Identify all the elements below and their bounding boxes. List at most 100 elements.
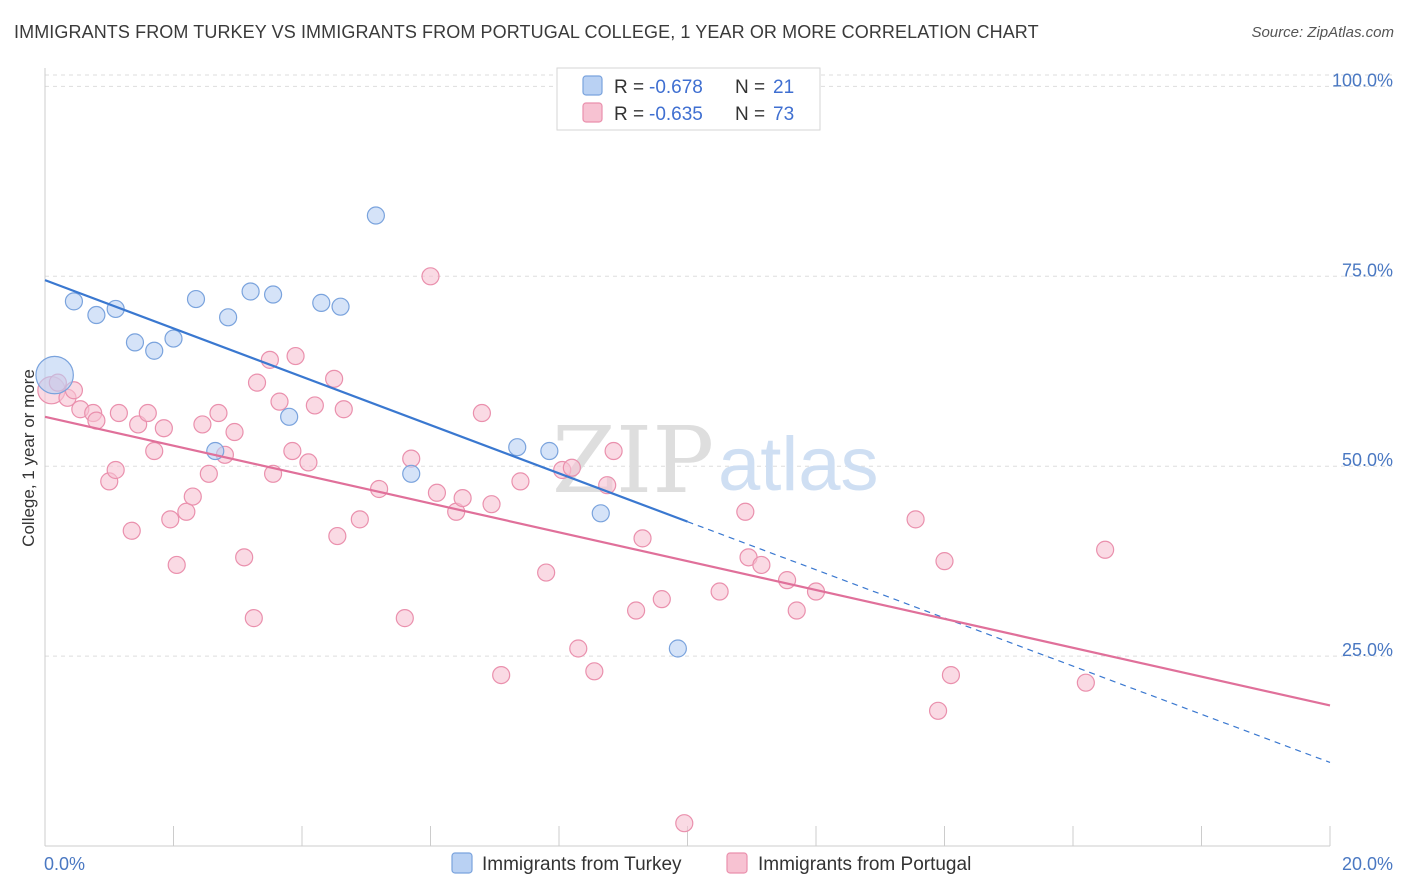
- turkey-point: [125, 333, 145, 352]
- legend-r-label-portugal: R =: [614, 104, 644, 125]
- turkey-point: [35, 355, 74, 395]
- portugal-point: [511, 472, 530, 491]
- turkey-point: [402, 464, 421, 483]
- watermark-zip: ZIP: [552, 407, 714, 514]
- portugal-point: [209, 403, 228, 423]
- portugal-point: [935, 552, 954, 571]
- trend-lines: [44, 279, 1331, 764]
- portugal-point: [305, 396, 324, 415]
- bottom-legend-label-portugal: Immigrants from Portugal: [758, 854, 971, 875]
- portugal-point: [106, 460, 125, 480]
- portugal-point: [777, 571, 797, 590]
- x-tick-label-max: 20.0%: [1342, 854, 1393, 874]
- portugal-point: [154, 419, 173, 438]
- portugal-point: [167, 555, 186, 575]
- y-tick-label: 25.0%: [1342, 640, 1393, 660]
- portugal-point: [604, 441, 623, 461]
- portugal-point: [402, 449, 421, 468]
- portugal-point: [235, 548, 254, 567]
- portugal-point: [562, 458, 581, 477]
- portugal-point: [299, 453, 318, 472]
- turkey-point: [280, 407, 299, 426]
- portugal-point: [334, 400, 353, 419]
- turkey-point: [64, 292, 84, 311]
- portugal-point: [270, 392, 289, 411]
- portugal-point: [1076, 673, 1095, 692]
- turkey-point: [366, 206, 385, 225]
- turkey-trend-line: [44, 279, 688, 523]
- portugal-point: [482, 495, 501, 514]
- portugal-point: [183, 487, 202, 506]
- x-tick-label-min: 0.0%: [44, 854, 85, 874]
- top-legend: R = -0.678 N = 21 R = -0.635 N = 73: [556, 67, 821, 131]
- portugal-point: [283, 441, 302, 461]
- portugal-point: [177, 502, 196, 521]
- axis-layer: 25.0% 50.0% 75.0% 100.0% 0.0% 20.0%: [44, 68, 1393, 874]
- portugal-point: [350, 510, 369, 529]
- portugal-point: [492, 665, 511, 685]
- watermark-atlas: atlas: [718, 422, 879, 507]
- portugal-point: [325, 369, 344, 388]
- portugal-point: [752, 555, 771, 575]
- portugal-point: [193, 415, 212, 434]
- portugal-point: [122, 521, 141, 540]
- bottom-legend-swatch-portugal: [726, 852, 748, 874]
- portugal-point: [941, 665, 961, 685]
- turkey-point: [540, 441, 559, 461]
- portugal-point: [787, 601, 806, 620]
- y-tick-label: 50.0%: [1342, 450, 1393, 470]
- y-tick-label: 75.0%: [1342, 260, 1393, 280]
- portugal-point: [626, 601, 646, 620]
- portugal-point: [537, 563, 556, 582]
- portugal-point: [225, 422, 244, 442]
- turkey-point: [241, 282, 260, 301]
- legend-r-value-turkey: -0.678: [649, 77, 703, 98]
- chart-source: Source: ZipAtlas.com: [1251, 24, 1394, 41]
- portugal-point: [138, 403, 157, 423]
- portugal-point: [109, 403, 128, 423]
- turkey-point: [668, 639, 687, 658]
- portugal-point: [244, 609, 263, 628]
- turkey-point: [591, 504, 610, 523]
- legend-swatch-turkey: [582, 75, 603, 96]
- portugal-point: [199, 464, 218, 483]
- legend-r-value-portugal: -0.635: [649, 104, 703, 125]
- turkey-point: [164, 329, 183, 348]
- turkey-point: [186, 289, 206, 309]
- y-tick-label: 100.0%: [1332, 70, 1393, 90]
- portugal-point: [247, 373, 267, 392]
- portugal-point: [906, 510, 925, 529]
- turkey-trend-extension: [687, 521, 1331, 764]
- portugal-point: [1096, 540, 1115, 559]
- portugal-point: [928, 701, 948, 720]
- portugal-point: [427, 483, 447, 502]
- portugal-point: [370, 479, 389, 499]
- portugal-point: [453, 489, 472, 508]
- bottom-legend-swatch-turkey: [451, 852, 473, 874]
- legend-swatch-portugal: [582, 102, 603, 123]
- legend-n-label-portugal: N =: [735, 104, 765, 125]
- portugal-point: [145, 441, 164, 461]
- y-axis-title: College, 1 year or more: [19, 369, 38, 547]
- chart-title: IMMIGRANTS FROM TURKEY VS IMMIGRANTS FRO…: [14, 22, 1039, 42]
- turkey-point: [312, 293, 331, 312]
- legend-r-label-turkey: R =: [614, 77, 644, 98]
- portugal-point: [675, 814, 694, 833]
- portugal-trend-line: [44, 415, 1331, 707]
- portugal-point: [395, 609, 414, 628]
- turkey-point: [219, 308, 238, 327]
- watermark: ZIP atlas: [552, 407, 879, 514]
- turkey-point: [87, 305, 106, 325]
- portugal-point: [421, 267, 440, 286]
- turkey-point: [263, 285, 283, 304]
- bottom-legend: Immigrants from Turkey Immigrants from P…: [451, 852, 971, 875]
- portugal-point: [161, 510, 180, 529]
- portugal-point: [633, 529, 652, 548]
- portugal-point: [569, 639, 588, 658]
- portugal-points: [37, 267, 1115, 833]
- legend-n-value-turkey: 21: [773, 77, 794, 98]
- legend-n-value-portugal: 73: [773, 104, 794, 125]
- portugal-point: [710, 582, 729, 601]
- turkey-point: [508, 438, 527, 457]
